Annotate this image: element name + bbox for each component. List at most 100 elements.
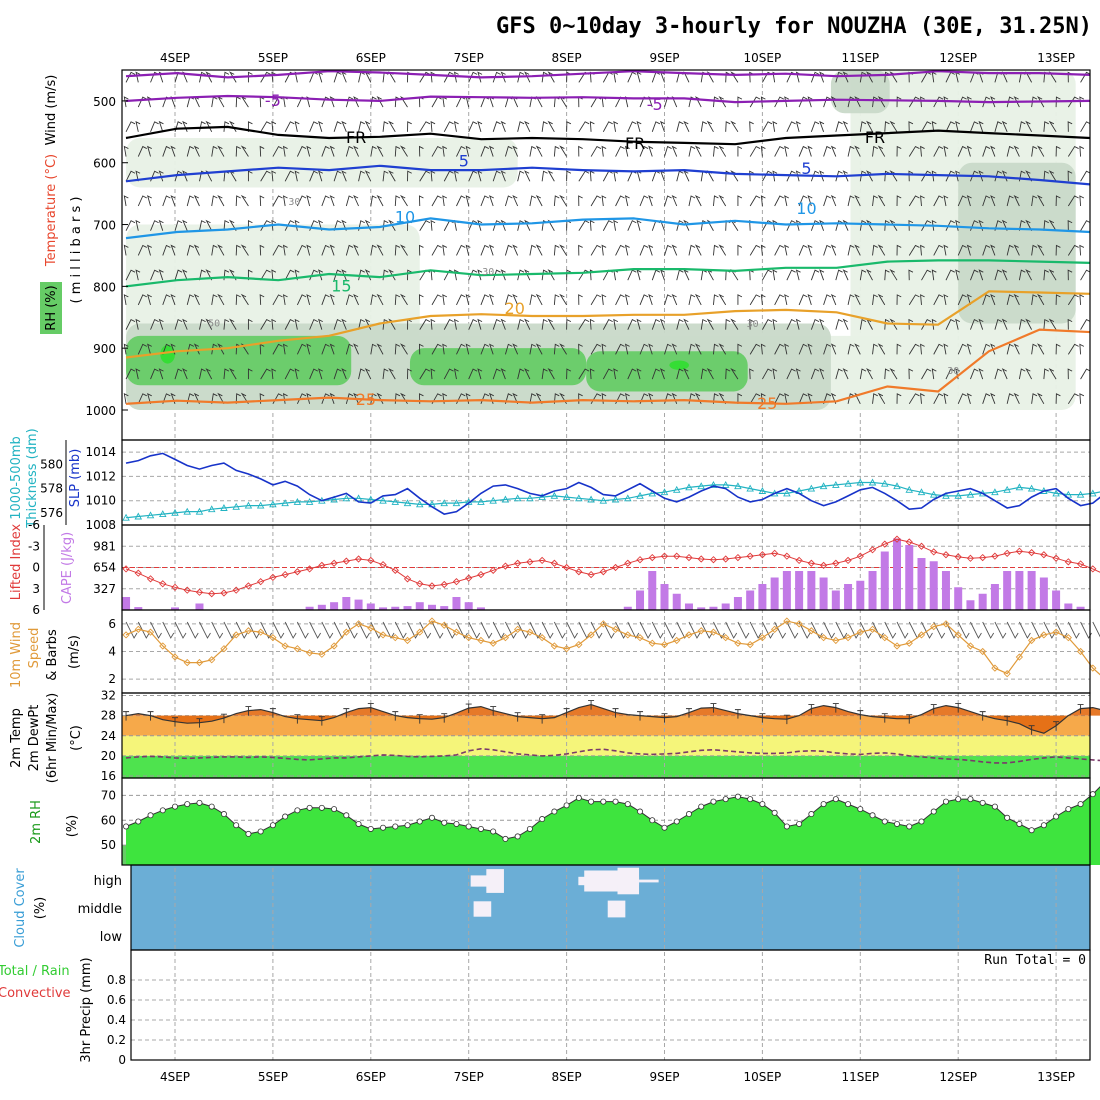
wind-barb [859, 368, 867, 380]
wind-barb [170, 145, 176, 157]
wind-barb [1043, 621, 1056, 639]
li-tick: -3 [28, 539, 40, 553]
cape-bar [1076, 606, 1085, 610]
wind-barb [749, 170, 754, 182]
wind-barb [795, 368, 801, 380]
day-tick-bottom: 8SEP [552, 1070, 582, 1084]
wind-label: Wind (m/s) [44, 75, 59, 146]
rh-point [502, 835, 509, 842]
thickness-point [746, 484, 754, 492]
li-point [391, 566, 399, 574]
cape-bar [733, 597, 742, 610]
wind-speed-point [489, 639, 497, 647]
wind-barb [877, 96, 886, 108]
rh-point [514, 833, 521, 840]
wind-barb [399, 244, 408, 256]
wind-barb [730, 170, 739, 182]
wind-barb [994, 621, 1007, 639]
wind-barb [1067, 294, 1079, 306]
wind-barb [123, 96, 129, 108]
wind-barb [376, 145, 384, 157]
wind-barb [830, 244, 837, 256]
wind-barb [137, 145, 147, 157]
wind-barb [627, 368, 637, 380]
temp-minmax-bar [318, 716, 325, 726]
wind-barb [321, 145, 330, 157]
temp-line [125, 703, 1100, 734]
wind-barb [294, 318, 300, 330]
wind-speed-point [134, 625, 142, 634]
wind-barb [749, 195, 761, 207]
thickness-point [991, 488, 999, 496]
thickness-point [183, 507, 191, 515]
wind-barb [920, 244, 925, 256]
wind-barb [1013, 343, 1020, 355]
pressure-tick: 800 [93, 280, 116, 294]
wind-barb [798, 96, 808, 108]
wind-barb [810, 319, 820, 330]
cloud-blocks [470, 867, 659, 918]
rh-point [942, 798, 949, 805]
wind-barb [135, 368, 141, 380]
wind-barb [866, 170, 873, 182]
wind-barb [135, 318, 141, 330]
wind-barb [1093, 196, 1100, 206]
wind-barb [966, 392, 972, 404]
wind-barb [762, 319, 773, 330]
wind-barb [737, 621, 750, 639]
li-point [1064, 558, 1072, 566]
wind-barb [1079, 294, 1085, 305]
wind-barb [442, 294, 448, 305]
wind-barb [994, 368, 1003, 380]
wind-barb [271, 121, 277, 132]
wind-barb [982, 294, 991, 306]
day-tick-top: 12SEP [939, 51, 977, 65]
wind-barb [798, 195, 808, 207]
rh-point [171, 803, 178, 810]
wind-barb [358, 71, 365, 83]
wind-barb [613, 71, 619, 83]
rh-point [159, 807, 166, 814]
wind-barb [872, 393, 878, 404]
temp-contour-5 [125, 259, 1090, 288]
thickness-point [526, 494, 534, 502]
li-point [440, 580, 448, 589]
wind-barb [1092, 320, 1096, 330]
temp-contour-2 [125, 125, 1090, 146]
wind-barb [137, 96, 147, 108]
wind-barb [559, 194, 567, 207]
precip-label-1: Total / Rain [0, 964, 70, 979]
wind-barb [651, 621, 664, 639]
wind-barb [1067, 269, 1073, 281]
wind-barb [896, 621, 909, 639]
wind-label-2: Speed [27, 628, 42, 669]
wind-speed-point [1027, 636, 1036, 645]
wind-barb [835, 621, 848, 639]
wind-barb [259, 96, 265, 108]
wind-barb [559, 244, 567, 256]
wind-barb [784, 294, 789, 306]
wind-barb [294, 368, 300, 380]
wind-barb [1067, 170, 1073, 182]
wind-barb [517, 71, 525, 83]
wind-barb [749, 244, 761, 256]
wind-barb [578, 121, 590, 133]
slp-label: SLP (mb) [68, 449, 83, 508]
wind-barb [651, 319, 661, 330]
wind-unit-label: (m/s) [67, 635, 82, 669]
temp-minmax-bar [196, 718, 203, 728]
wind-barb [1067, 343, 1079, 355]
cape-bar [1003, 571, 1012, 610]
wind-barb [272, 343, 283, 355]
thickness-point [1015, 483, 1024, 491]
wind-barb [193, 293, 200, 306]
wind-barb [318, 71, 323, 83]
wind-barb [199, 621, 211, 639]
wind-barb [688, 244, 696, 256]
wind-barb [602, 621, 615, 639]
rh-point [698, 803, 705, 810]
rh-2m-label: 2m RH [29, 800, 44, 844]
pressure-tick: 900 [93, 342, 116, 356]
wind-barb [786, 319, 796, 330]
wind-barb [877, 194, 886, 207]
